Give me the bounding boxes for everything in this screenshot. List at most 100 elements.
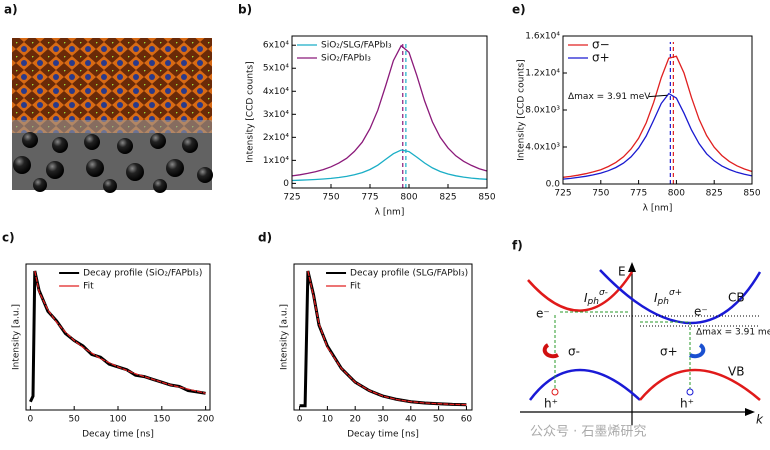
- vb-band: [639, 368, 761, 401]
- electron-label: e⁻: [694, 305, 708, 319]
- series-line: [562, 92, 753, 180]
- x-tick-label: 10: [322, 415, 334, 425]
- hole: [686, 388, 694, 396]
- hole: [551, 388, 559, 396]
- legend-label: σ+: [592, 51, 610, 65]
- x-tick-label: 50: [433, 415, 445, 425]
- series-line: [307, 270, 467, 406]
- panel-label: a): [4, 3, 18, 17]
- x-tick-label: 20: [349, 415, 361, 425]
- arrow-head: [628, 262, 636, 272]
- sigma-label: σ-: [568, 345, 580, 359]
- x-tick-label: 850: [743, 189, 760, 199]
- series-line: [291, 44, 488, 177]
- x-tick-label: 775: [361, 193, 378, 203]
- cb-label: CB: [728, 291, 745, 305]
- x-tick-label: 40: [405, 415, 417, 425]
- delta-label: Δmax = 3.91 meV: [696, 328, 770, 338]
- y-axis-label: Intensity [a.u.]: [12, 304, 22, 370]
- legend-label: SiO₂/FAPbI₃: [321, 54, 371, 64]
- chart: e) 725 750 775 800 825 850 0.0 4.0x10³ 8.0x10³ 1.2…: [512, 3, 761, 214]
- symbol: I: [654, 291, 658, 305]
- x-axis-label: Decay time [ns]: [347, 430, 419, 440]
- sup: σ-: [599, 288, 608, 298]
- y-tick-label: 4x10⁴: [263, 87, 290, 97]
- panel-label: f): [512, 239, 523, 253]
- photocurrent-label: Iphσ+: [654, 288, 682, 307]
- y-tick-label: 0.0: [546, 180, 561, 190]
- y-tick-label: 6x10⁴: [263, 41, 290, 51]
- x-tick-label: 800: [400, 193, 417, 203]
- x-tick-label: 750: [592, 189, 609, 199]
- annotation: Δmax = 3.91 meV: [568, 92, 651, 102]
- sigma-label: σ+: [660, 345, 678, 359]
- vb-label: VB: [728, 365, 744, 379]
- legend-label: Decay profile (SiO₂/FAPbI₃): [83, 269, 202, 279]
- perovskite-lattice: [12, 38, 212, 133]
- x-tick-label: 200: [197, 415, 214, 425]
- cb-band-minus: [527, 271, 634, 312]
- e-axis-label: E: [618, 265, 626, 279]
- series-line: [562, 55, 753, 178]
- series-line: [29, 270, 206, 403]
- x-axis-label: Decay time [ns]: [82, 430, 154, 440]
- hole-label: h⁺: [544, 397, 558, 411]
- photocurrent-label: Iphσ-: [584, 288, 608, 307]
- watermark: 公众号 · 石墨烯研究: [530, 425, 646, 440]
- sub: ph: [587, 297, 600, 307]
- x-tick-label: 150: [153, 415, 170, 425]
- legend-label: σ−: [592, 38, 610, 52]
- x-tick-label: 850: [478, 193, 495, 203]
- sub: ph: [657, 297, 670, 307]
- y-tick-label: 1.2x10⁴: [525, 69, 560, 79]
- x-tick-label: 0: [297, 415, 303, 425]
- y-tick-label: 0: [283, 179, 289, 189]
- panel-label: d): [258, 231, 272, 245]
- annotation-arrow: [648, 94, 668, 98]
- carbon-atoms: [13, 132, 213, 193]
- legend-label: Fit: [83, 282, 94, 292]
- x-axis-label: λ [nm]: [375, 208, 405, 218]
- y-tick-label: 8.0x10³: [525, 106, 560, 116]
- panel-f: f) E k CB VB Iphσ- Iphσ+ e⁻ e⁻ h⁺ h⁺ σ- …: [512, 239, 770, 427]
- x-tick-label: 800: [668, 189, 685, 199]
- y-tick-label: 2x10⁴: [263, 133, 290, 143]
- hole-label: h⁺: [680, 397, 694, 411]
- plot-frame: [291, 35, 488, 189]
- symbol: I: [584, 291, 588, 305]
- chart: d) 0 10 20 30 40 50 60 Decay time [ns] Intensity …: [258, 231, 473, 440]
- x-tick-label: 750: [322, 193, 339, 203]
- series-line: [291, 149, 488, 182]
- vb-band: [529, 368, 641, 401]
- x-tick-label: 775: [630, 189, 647, 199]
- x-tick-label: 0: [28, 415, 34, 425]
- arrow-head: [745, 408, 755, 416]
- sigma-plus-icon: [689, 343, 706, 359]
- panel-label: b): [238, 3, 252, 17]
- y-axis-label: Intensity [CCD counts]: [246, 61, 256, 163]
- chart: b) 725 750 775 800 825 850 0 1x10⁴ 2x10⁴ 3x10⁴ 4x10…: [238, 3, 496, 218]
- series-line: [34, 270, 206, 394]
- chart: c) 0 50 100 150 200 Decay time [ns] Intensity […: [2, 231, 214, 440]
- panel-label: e): [512, 3, 526, 17]
- x-tick-label: 825: [706, 189, 723, 199]
- y-tick-label: 5x10⁴: [263, 64, 290, 74]
- panel-label: c): [2, 231, 15, 245]
- x-tick-label: 825: [439, 193, 456, 203]
- y-tick-label: 4.0x10³: [525, 143, 560, 153]
- legend-label: SiO₂/SLG/FAPbI₃: [321, 41, 392, 51]
- x-tick-label: 50: [68, 415, 80, 425]
- x-tick-label: 60: [461, 415, 473, 425]
- x-axis-label: λ [nm]: [643, 204, 673, 214]
- panel-a: a): [4, 3, 213, 193]
- k-axis-label: k: [756, 413, 764, 427]
- x-tick-label: 30: [377, 415, 389, 425]
- sup: σ+: [669, 288, 682, 298]
- legend-label: Fit: [350, 282, 361, 292]
- y-axis-label: Intensity [CCD counts]: [517, 59, 527, 161]
- x-tick-label: 725: [554, 189, 571, 199]
- legend-label: Decay profile (SLG/FAPbI₃): [350, 269, 468, 279]
- x-tick-label: 100: [109, 415, 126, 425]
- sigma-minus-icon: [542, 343, 559, 359]
